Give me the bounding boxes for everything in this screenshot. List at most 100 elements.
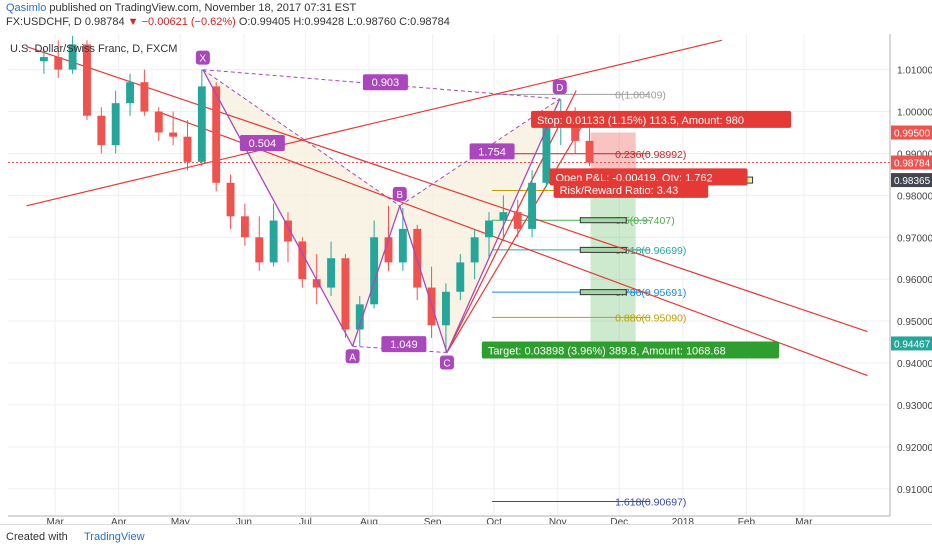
x-tick-label: Mar: [795, 517, 813, 524]
candle-body: [312, 279, 321, 288]
candle-body: [269, 220, 278, 263]
trendline: [446, 90, 577, 353]
pattern-ratio-line: [202, 69, 401, 207]
candle-body: [169, 132, 178, 137]
candle-body: [97, 115, 106, 146]
y-tick-label: 0.91000: [897, 485, 932, 496]
created-with: Created with: [6, 531, 68, 543]
pattern-ratio-badge: [381, 336, 427, 353]
candle-body: [341, 258, 350, 330]
fib-level-label: 0(1.00409): [615, 89, 666, 101]
chart-title: U.S. Dollar/Swiss Franc, D, FXCM: [10, 43, 177, 55]
price-label-bg: [891, 125, 932, 140]
fib-level-label: 0.5(0.97407): [615, 215, 675, 227]
pattern-point-label: X: [200, 54, 207, 65]
ohlc-line: FX:USDCHF, D 0.98784 ▼ −0.00621 (−0.62%)…: [6, 16, 450, 28]
pattern-ratio-label: 0.504: [249, 138, 277, 150]
candle-body: [212, 86, 221, 183]
candle-body: [54, 57, 63, 70]
pattern-point-badge: [345, 349, 360, 364]
candle-body: [571, 119, 580, 141]
candle-body: [83, 44, 91, 116]
x-tick-label: Jun: [236, 517, 252, 524]
y-tick-label: 0.99000: [897, 149, 932, 160]
rr-label: Risk/Reward Ratio: 3.43: [560, 185, 679, 197]
trendlines[interactable]: [8, 39, 890, 377]
candle-body: [456, 262, 465, 292]
change-value: −0.00621 (−0.62%): [141, 16, 236, 28]
pattern-point-label: D: [556, 83, 563, 94]
pattern-ratio-badge: [362, 74, 408, 91]
target-label: Target: 0.03898 (3.96%) 389.8, Amount: 1…: [488, 345, 726, 357]
candle-body: [39, 57, 48, 62]
candle-body: [183, 136, 192, 162]
candle-body: [111, 103, 120, 146]
candle-body: [68, 44, 77, 70]
low-value: L:0.98760: [347, 16, 397, 28]
pattern-point-badge: [439, 355, 454, 370]
fib-level-label: 0.618(0.96699): [615, 245, 686, 257]
pattern-point-label: B: [396, 190, 403, 201]
pattern-ratio-label: 0.903: [372, 77, 400, 89]
footer: Created with TradingView: [0, 524, 932, 551]
trendline: [446, 111, 592, 353]
candle-body: [327, 258, 336, 288]
target-zone: [590, 180, 636, 344]
stop-label: Stop: 0.01133 (1.15%) 113.5, Amount: 980: [537, 115, 744, 127]
down-arrow-icon: ▼: [127, 16, 139, 28]
pattern-point-badge: [195, 50, 210, 65]
candle-body: [154, 111, 163, 133]
fib-handle: [579, 289, 627, 296]
fib-level-label: 0.786(0.95691): [615, 287, 686, 299]
axes: 1.01000 1.00000 0.99000 0.98000 0.97000 0.960…: [8, 34, 932, 524]
pattern-point-badge: [552, 79, 567, 94]
candle-body: [585, 140, 594, 163]
publish-header: Qasimlo published on TradingView.com, No…: [0, 0, 932, 30]
price-label: 0.98365: [894, 176, 931, 187]
fib-level-label: 1.618(0.90697): [615, 496, 686, 508]
x-tick-label: Sep: [424, 517, 442, 524]
x-tick-label: Mar: [47, 517, 65, 524]
x-tick-label: Nov: [549, 517, 567, 524]
pattern-ratio-line: [202, 69, 560, 100]
last-price: 0.98784: [84, 16, 125, 28]
candle-body: [197, 86, 206, 162]
author-name[interactable]: Qasimlo: [6, 2, 47, 14]
brand-link[interactable]: TradingView: [84, 531, 145, 543]
candle-body: [298, 241, 307, 280]
candle-body: [126, 82, 134, 104]
candle-body: [485, 220, 493, 238]
candle-body: [255, 237, 264, 263]
candle-body: [528, 182, 537, 229]
x-tick-label: Jul: [299, 517, 312, 524]
pattern-point-label: A: [349, 352, 356, 363]
price-chart[interactable]: 0(1.00409)0.236(0.98992)0.382(0.98116)0.…: [0, 30, 932, 524]
candle-body: [226, 182, 235, 217]
high-value: H:0.99428: [293, 16, 345, 28]
x-tick-label: Feb: [738, 517, 756, 524]
fib-level-label: 0.886(0.95090): [615, 312, 686, 324]
candle-body: [140, 82, 149, 112]
y-tick-label: 0.92000: [897, 443, 932, 454]
x-tick-label: Apr: [111, 517, 127, 524]
price-label-bg: [891, 173, 932, 188]
pattern-ratio-badge: [239, 134, 285, 151]
x-tick-label: Dec: [610, 517, 628, 524]
candle-body: [513, 212, 522, 229]
candle-body: [398, 228, 407, 263]
xabcd-pattern[interactable]: X A B C D 0.903 0.504 1.049 1.754: [195, 50, 567, 370]
pattern-ratio-label: 1.754: [478, 146, 506, 158]
y-tick-label: 1.01000: [897, 66, 932, 77]
candle-body: [355, 304, 364, 330]
annotation-labels: Stop: 0.01133 (1.15%) 113.5, Amount: 980…: [481, 110, 792, 359]
bcd-triangle: [399, 98, 560, 353]
y-tick-label: 0.97000: [897, 233, 932, 244]
x-tick-label: 2018: [672, 517, 695, 524]
pattern-ratio-badge: [469, 143, 515, 160]
price-label: 0.98784: [894, 159, 931, 170]
pattern-point-badge: [392, 186, 407, 201]
candle-body: [384, 237, 393, 263]
pattern-leg: [202, 69, 354, 347]
author-line: Qasimlo published on TradingView.com, No…: [6, 2, 356, 14]
